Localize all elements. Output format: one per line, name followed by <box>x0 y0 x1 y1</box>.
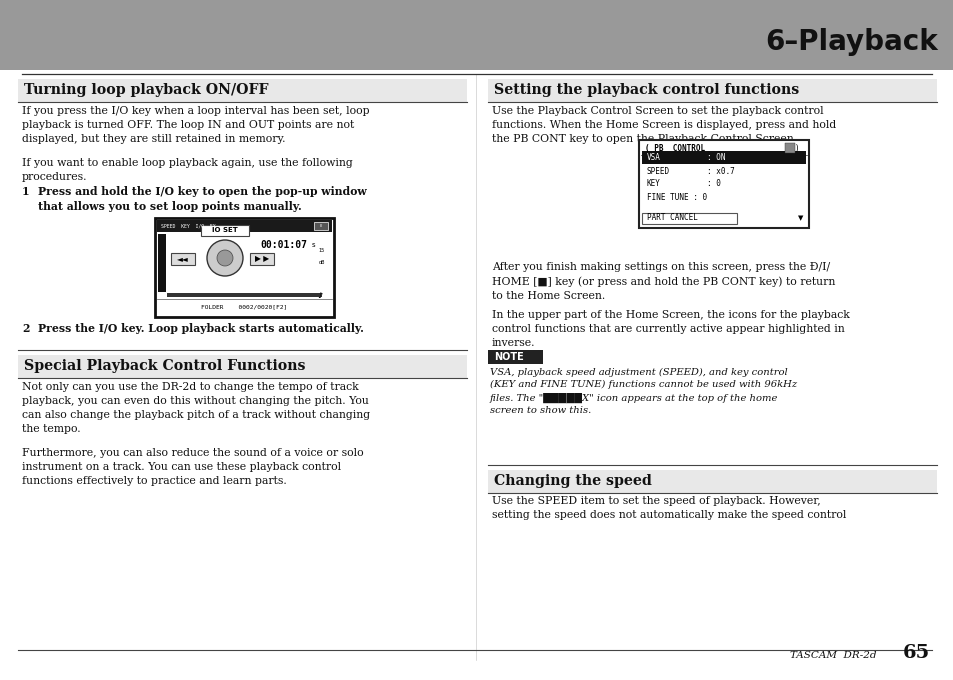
Text: FINE TUNE : 0: FINE TUNE : 0 <box>646 192 706 201</box>
Bar <box>18 355 467 378</box>
Text: Changing the speed: Changing the speed <box>494 474 651 488</box>
Bar <box>641 151 805 164</box>
Bar <box>784 143 794 153</box>
Bar <box>154 218 334 317</box>
Text: NOTE: NOTE <box>494 352 523 362</box>
Text: Not only can you use the DR-2d to change the tempo of track
playback, you can ev: Not only can you use the DR-2d to change… <box>22 382 370 434</box>
Text: 1: 1 <box>22 186 30 197</box>
Bar <box>167 293 322 297</box>
Bar <box>488 350 936 438</box>
Text: Press the I/O key. Loop playback starts automatically.: Press the I/O key. Loop playback starts … <box>38 323 363 334</box>
Text: Turning loop playback ON/OFF: Turning loop playback ON/OFF <box>24 83 268 97</box>
Text: 6–Playback: 6–Playback <box>764 28 937 56</box>
Text: 00:01:07: 00:01:07 <box>260 240 307 250</box>
Text: Use the Playback Control Screen to set the playback control
functions. When the : Use the Playback Control Screen to set t… <box>492 106 836 143</box>
Text: Use the SPEED item to set the speed of playback. However,
setting the speed does: Use the SPEED item to set the speed of p… <box>492 496 845 520</box>
Text: 2: 2 <box>22 323 30 334</box>
Text: 65: 65 <box>902 644 929 662</box>
Text: PART CANCEL: PART CANCEL <box>646 214 698 222</box>
Bar <box>158 234 166 292</box>
Bar <box>488 79 936 102</box>
Bar <box>201 225 249 236</box>
Text: : x0.7: : x0.7 <box>706 167 734 175</box>
Bar <box>641 213 737 224</box>
Text: TASCAM  DR-2d: TASCAM DR-2d <box>789 651 876 660</box>
Text: III: III <box>319 224 322 228</box>
Text: : 0: : 0 <box>706 180 720 188</box>
Text: ( PB  CONTROL: ( PB CONTROL <box>644 143 704 152</box>
Text: If you want to enable loop playback again, use the following
procedures.: If you want to enable loop playback agai… <box>22 158 353 182</box>
Text: 15: 15 <box>318 248 325 252</box>
Text: ◄◄: ◄◄ <box>177 254 189 263</box>
Text: SPEED  KEY  I/O  FX: SPEED KEY I/O FX <box>161 224 215 228</box>
Text: ): ) <box>794 143 799 152</box>
Text: ▶ ▶: ▶ ▶ <box>254 254 269 263</box>
Text: SPEED: SPEED <box>646 167 669 175</box>
Text: VSA: VSA <box>646 154 660 163</box>
Text: IO SET: IO SET <box>212 227 237 233</box>
Text: Special Playback Control Functions: Special Playback Control Functions <box>24 359 305 373</box>
Text: dB: dB <box>318 260 325 265</box>
Bar <box>0 0 953 70</box>
Circle shape <box>216 250 233 266</box>
Text: VSA, playback speed adjustment (SPEED), and key control
(KEY and FINE TUNE) func: VSA, playback speed adjustment (SPEED), … <box>490 368 797 415</box>
Bar <box>157 220 332 232</box>
Bar <box>171 253 194 265</box>
Text: : ON: : ON <box>706 154 724 163</box>
Bar <box>314 222 328 230</box>
Bar <box>488 350 542 364</box>
Text: Press and hold the I/O key to open the pop-up window
that allows you to set loop: Press and hold the I/O key to open the p… <box>38 186 366 212</box>
Circle shape <box>207 240 243 276</box>
Text: If you press the I/O key when a loop interval has been set, loop
playback is tur: If you press the I/O key when a loop int… <box>22 106 369 143</box>
Bar <box>250 253 274 265</box>
Bar <box>640 142 806 154</box>
Text: ♪: ♪ <box>317 290 322 299</box>
Text: KEY: KEY <box>646 180 660 188</box>
Bar <box>314 234 330 282</box>
Text: Setting the playback control functions: Setting the playback control functions <box>494 83 799 97</box>
Text: In the upper part of the Home Screen, the icons for the playback
control functio: In the upper part of the Home Screen, th… <box>492 310 849 347</box>
Text: FOLDER    0002/0020[F2]: FOLDER 0002/0020[F2] <box>201 305 287 309</box>
Text: After you finish making settings on this screen, press the Ð/I/
HOME [■] key (or: After you finish making settings on this… <box>492 262 835 301</box>
Bar <box>18 79 467 102</box>
Bar <box>157 299 332 315</box>
Text: Furthermore, you can also reduce the sound of a voice or solo
instrument on a tr: Furthermore, you can also reduce the sou… <box>22 448 363 486</box>
Bar <box>639 140 808 228</box>
Text: ▼: ▼ <box>798 215 802 221</box>
Bar <box>488 470 936 493</box>
Text: s: s <box>312 242 315 248</box>
